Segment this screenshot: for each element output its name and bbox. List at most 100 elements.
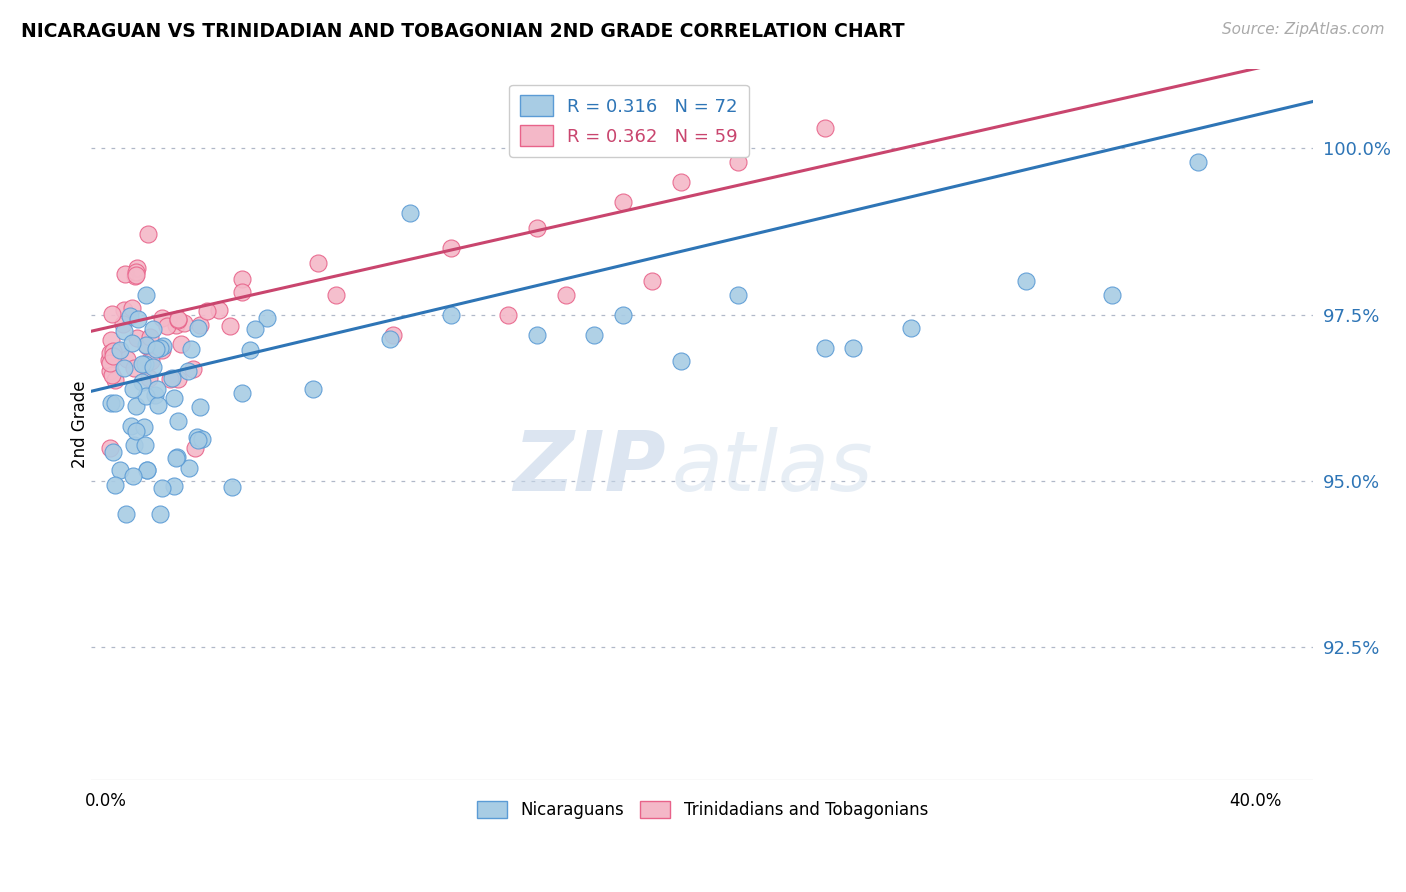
Point bbox=[142, 359, 165, 374]
Point bbox=[440, 308, 463, 322]
Point bbox=[166, 450, 188, 465]
Point bbox=[325, 287, 347, 301]
Point bbox=[125, 264, 148, 278]
Point bbox=[165, 450, 187, 465]
Point bbox=[100, 333, 122, 347]
Point bbox=[101, 344, 124, 359]
Point bbox=[135, 338, 157, 352]
Point bbox=[112, 324, 135, 338]
Point bbox=[583, 327, 606, 342]
Point bbox=[112, 303, 135, 318]
Point bbox=[124, 360, 146, 375]
Point bbox=[1187, 154, 1209, 169]
Point bbox=[149, 507, 172, 521]
Point bbox=[167, 372, 190, 386]
Point bbox=[98, 345, 121, 359]
Point bbox=[148, 398, 170, 412]
Point bbox=[187, 433, 209, 447]
Point bbox=[554, 287, 576, 301]
Point bbox=[127, 312, 149, 326]
Point bbox=[166, 311, 188, 326]
Point bbox=[135, 288, 157, 302]
Text: atlas: atlas bbox=[672, 426, 873, 508]
Point bbox=[231, 385, 253, 400]
Point bbox=[142, 322, 165, 336]
Point bbox=[177, 364, 200, 378]
Point bbox=[612, 194, 634, 209]
Point bbox=[134, 357, 156, 371]
Point bbox=[103, 349, 125, 363]
Y-axis label: 2nd Grade: 2nd Grade bbox=[72, 381, 89, 468]
Point bbox=[131, 375, 153, 389]
Point bbox=[139, 354, 162, 368]
Point bbox=[184, 441, 207, 455]
Point bbox=[813, 121, 835, 136]
Point bbox=[526, 221, 548, 235]
Point bbox=[122, 438, 145, 452]
Point bbox=[162, 479, 184, 493]
Point bbox=[131, 357, 153, 371]
Point bbox=[100, 395, 122, 409]
Point bbox=[188, 318, 211, 333]
Text: Source: ZipAtlas.com: Source: ZipAtlas.com bbox=[1222, 22, 1385, 37]
Point bbox=[136, 462, 159, 476]
Point bbox=[181, 362, 204, 376]
Point bbox=[239, 343, 262, 358]
Point bbox=[125, 424, 148, 438]
Point bbox=[150, 481, 173, 495]
Legend: Nicaraguans, Trinidadians and Tobagonians: Nicaraguans, Trinidadians and Tobagonian… bbox=[470, 794, 935, 825]
Point bbox=[166, 312, 188, 326]
Point bbox=[124, 268, 146, 282]
Point bbox=[124, 268, 146, 283]
Point bbox=[101, 307, 124, 321]
Point bbox=[231, 285, 253, 299]
Point bbox=[107, 344, 129, 359]
Point bbox=[134, 419, 156, 434]
Point bbox=[167, 414, 190, 428]
Point bbox=[256, 311, 278, 326]
Point bbox=[245, 322, 267, 336]
Point bbox=[382, 327, 405, 342]
Point bbox=[112, 360, 135, 375]
Point bbox=[191, 432, 214, 446]
Point bbox=[302, 382, 325, 396]
Point bbox=[208, 302, 231, 317]
Point bbox=[146, 382, 169, 396]
Point bbox=[170, 336, 193, 351]
Point bbox=[1015, 274, 1038, 288]
Point bbox=[188, 401, 211, 415]
Point bbox=[97, 352, 120, 367]
Point bbox=[98, 441, 121, 455]
Point bbox=[180, 342, 202, 356]
Point bbox=[122, 382, 145, 396]
Point bbox=[187, 321, 209, 335]
Point bbox=[219, 318, 242, 333]
Point bbox=[121, 301, 143, 315]
Point bbox=[138, 354, 160, 368]
Point bbox=[101, 445, 124, 459]
Point bbox=[115, 507, 138, 521]
Point bbox=[108, 463, 131, 477]
Point bbox=[115, 351, 138, 366]
Point bbox=[900, 321, 922, 335]
Point bbox=[669, 175, 692, 189]
Point bbox=[150, 310, 173, 325]
Point bbox=[195, 303, 218, 318]
Point bbox=[399, 205, 422, 219]
Point bbox=[120, 419, 142, 434]
Point bbox=[145, 342, 167, 356]
Point bbox=[231, 272, 253, 286]
Point bbox=[138, 227, 160, 241]
Point bbox=[112, 318, 135, 332]
Point bbox=[156, 319, 179, 334]
Point bbox=[221, 480, 243, 494]
Point bbox=[727, 287, 749, 301]
Point bbox=[149, 341, 172, 355]
Point bbox=[612, 308, 634, 322]
Point bbox=[159, 372, 181, 386]
Text: NICARAGUAN VS TRINIDADIAN AND TOBAGONIAN 2ND GRADE CORRELATION CHART: NICARAGUAN VS TRINIDADIAN AND TOBAGONIAN… bbox=[21, 22, 904, 41]
Point bbox=[114, 267, 136, 281]
Point bbox=[98, 364, 121, 378]
Text: ZIP: ZIP bbox=[513, 426, 665, 508]
Point bbox=[125, 331, 148, 345]
